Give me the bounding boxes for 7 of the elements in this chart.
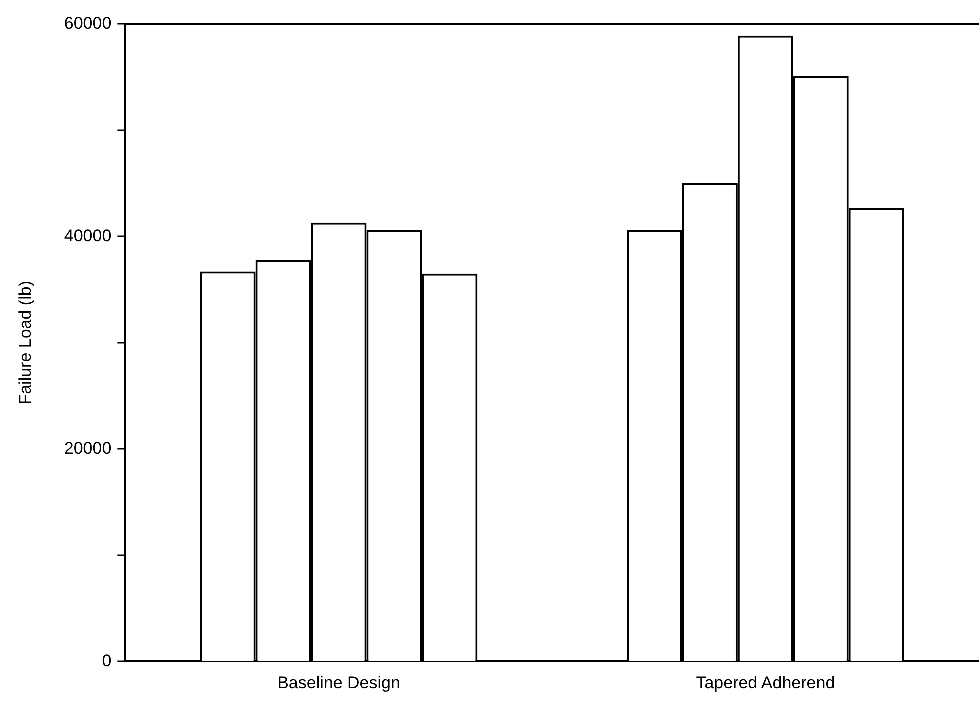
x-tick-label: Tapered Adherend xyxy=(696,673,836,692)
y-tick-label: 40000 xyxy=(64,226,112,246)
y-tick-label: 60000 xyxy=(64,14,112,33)
y-axis-title: Failure Load (lb) xyxy=(16,281,35,405)
x-tick-label: Baseline Design xyxy=(278,673,400,692)
y-tick-label: 20000 xyxy=(64,438,112,458)
y-tick-label: 0 xyxy=(102,651,112,670)
